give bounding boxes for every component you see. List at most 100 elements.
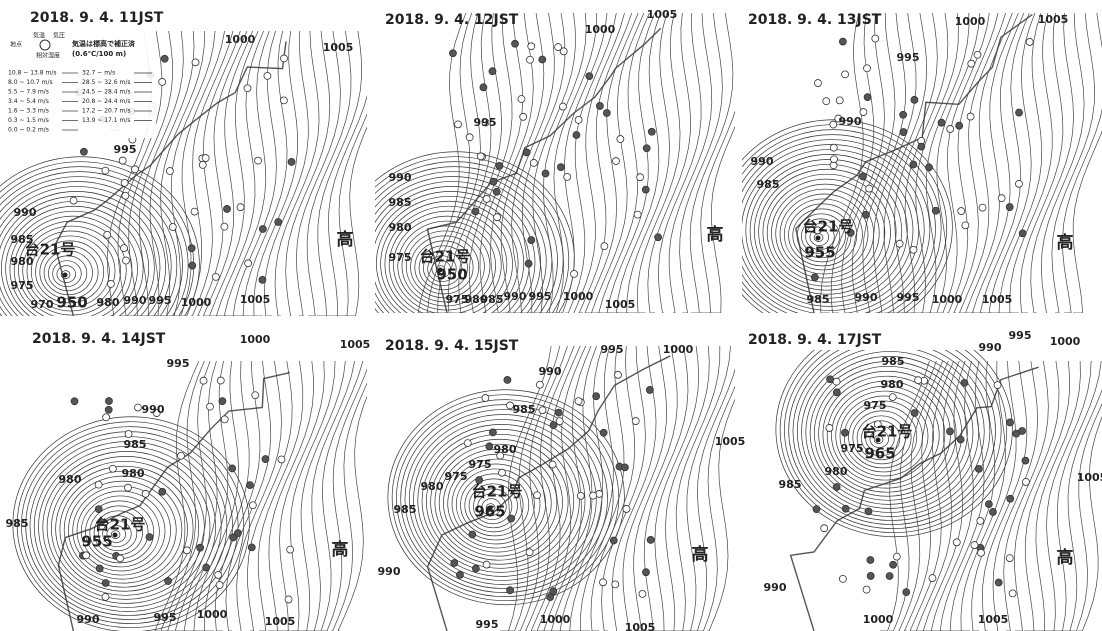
station [119,157,126,164]
station [486,443,493,450]
panel-title: 2018. 9. 4. 14JST [32,331,166,347]
typhoon-name: 台21号 [862,423,913,441]
station [839,38,846,45]
station [246,482,253,489]
station [105,398,112,405]
station [947,125,954,132]
station [142,490,149,497]
station [1026,38,1033,45]
station [528,43,535,50]
typhoon-name: 台21号 [420,248,471,266]
station [117,555,124,562]
station [1015,180,1022,187]
station [528,237,535,244]
station [655,234,662,241]
station [70,197,77,204]
station [559,103,566,110]
station [590,492,597,499]
station [287,546,294,553]
station [938,119,945,126]
station [836,97,843,104]
station [1006,204,1013,211]
isobar-label: 1000 [663,343,694,356]
isobar-label: 970 [31,298,54,311]
isobar-label: 985 [757,178,780,191]
isobar-label: 1005 [647,8,678,21]
station [1009,590,1016,597]
isobar-label: 1005 [1077,471,1102,484]
isobar-label: 990 [77,613,100,626]
station [216,582,223,589]
isobar-label: 990 [389,171,412,184]
station [859,173,866,180]
central-pressure: 955 [804,244,835,262]
station [96,565,103,572]
station [911,410,918,417]
isobar-label: 1000 [563,290,594,303]
station [813,506,820,513]
wind-legend: 32.7 ~ m/s [82,70,115,77]
station [915,377,922,384]
station [1019,230,1026,237]
station [489,429,496,436]
isobar-label: 995 [897,51,920,64]
high-pressure: 高 [1057,547,1074,568]
station [278,456,285,463]
station [464,440,471,447]
station [217,377,224,384]
station [642,569,649,576]
station [555,409,562,416]
station [192,59,199,66]
station [617,136,624,143]
station [985,501,992,508]
station [549,461,556,468]
station [95,481,102,488]
station [634,211,641,218]
panel-title: 2018. 9. 4. 11JST [30,10,164,26]
station [647,536,654,543]
station [556,418,563,425]
isobar-label: 1000 [585,23,616,36]
station [449,50,456,57]
isobar-label: 1005 [1038,13,1069,26]
station [285,596,292,603]
station [610,537,617,544]
station [199,161,206,168]
isobar-label: 985 [124,438,147,451]
station [482,395,489,402]
station [169,224,176,231]
isobar-label: 990 [979,341,1002,354]
station [191,208,198,215]
legend-temp: 気温 [33,32,45,40]
isobar-label: 975 [11,279,34,292]
central-pressure: 965 [474,503,505,521]
station [956,122,963,129]
station [910,161,917,168]
station [212,273,219,280]
station [483,561,490,568]
isobar-label: 995 [167,357,190,370]
panel-title: 2018. 9. 4. 17JST [748,332,882,348]
station [841,429,848,436]
station [496,162,503,169]
isobar-label: 990 [855,291,878,304]
station [539,56,546,63]
station [221,416,228,423]
isobar-label: 990 [124,294,147,307]
station [550,588,557,595]
station [896,240,903,247]
isobar-label: 975 [389,251,412,264]
high-pressure: 高 [337,229,354,250]
station [603,110,610,117]
wind-legend: 10.8 ~ 13.8 m/s [8,70,56,77]
station [219,398,226,405]
isobar-label: 985 [513,403,536,416]
station [121,245,128,252]
station [159,488,166,495]
isobar-label: 995 [601,343,624,356]
station [83,552,90,559]
station [621,464,628,471]
station [165,578,172,585]
station [975,465,982,472]
isobar-label: 1005 [625,621,656,631]
